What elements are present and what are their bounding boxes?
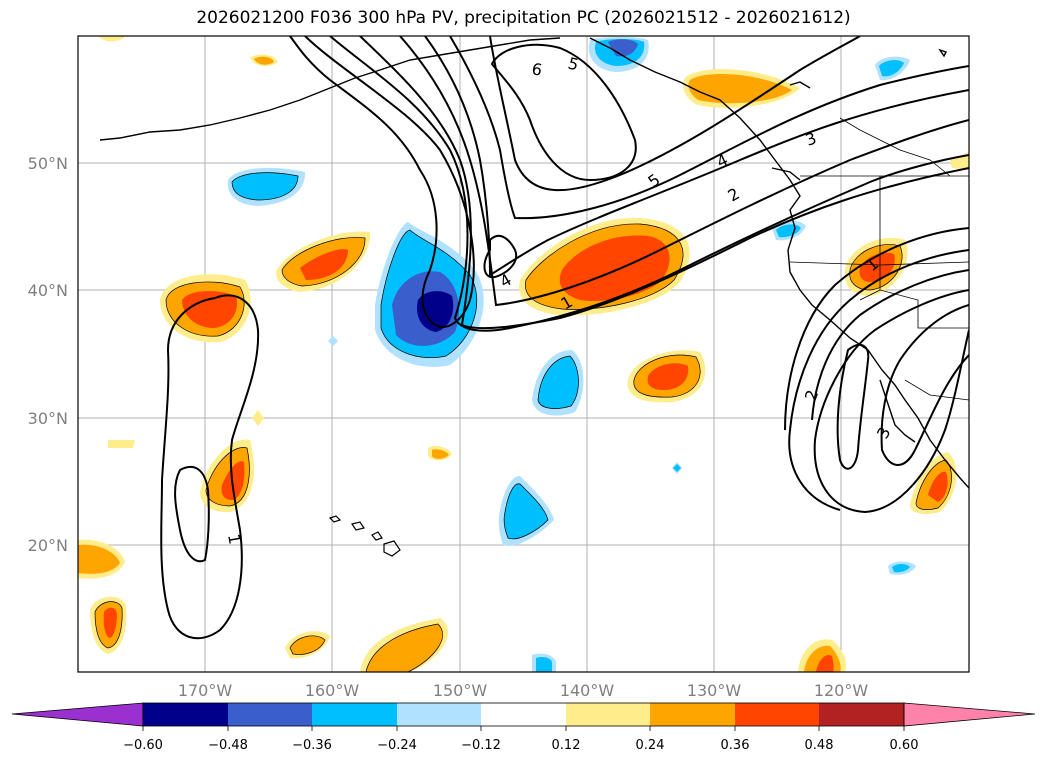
lon-label: 140°W xyxy=(560,681,615,700)
positive-anomaly-patch xyxy=(682,69,800,108)
hawaiian-islands xyxy=(328,515,401,557)
positive-anomaly-patch xyxy=(519,217,690,316)
colorbar: −0.60 −0.48 −0.36 −0.24 −0.12 0.12 0.24 … xyxy=(11,702,1036,753)
colorbar-swatch xyxy=(397,703,481,726)
map-title: 2026021200 F036 300 hPa PV, precipitatio… xyxy=(196,8,851,28)
colorbar-swatch xyxy=(819,703,904,726)
colorbar-tick-label: −0.48 xyxy=(208,738,248,753)
positive-anomaly-patch xyxy=(910,452,957,514)
colorbar-extend-low xyxy=(11,702,144,727)
colorbar-swatch xyxy=(481,703,566,726)
coastlines xyxy=(99,37,969,489)
pv-contours xyxy=(160,36,969,640)
colorbar-swatch xyxy=(228,703,312,726)
lat-label: 40°N xyxy=(28,281,68,300)
colorbar-tick-label: 0.36 xyxy=(721,738,750,753)
colorbar-tick-label: −0.60 xyxy=(123,738,163,753)
positive-anomaly-patch xyxy=(798,639,847,672)
positive-anomaly-patch xyxy=(276,231,371,292)
lon-label: 150°W xyxy=(433,681,488,700)
longitude-labels: 170°W 160°W 150°W 140°W 130°W 120°W xyxy=(178,681,869,700)
colorbar-tick-label: −0.24 xyxy=(377,738,417,753)
negative-anomaly-patch xyxy=(227,167,306,206)
precipitation-shading xyxy=(78,36,969,672)
colorbar-tick-label: 0.12 xyxy=(552,738,581,753)
contour-label: 1 xyxy=(224,532,244,545)
colorbar-swatch xyxy=(735,703,819,726)
contour-label: 5 xyxy=(566,54,581,75)
shading-outlines xyxy=(94,172,952,672)
colorbar-tick-label: 0.24 xyxy=(636,738,665,753)
positive-anomaly-patch xyxy=(98,36,969,461)
map-frame-background xyxy=(78,36,969,672)
lat-label: 30°N xyxy=(28,409,68,428)
lon-label: 130°W xyxy=(687,681,742,700)
lon-label: 170°W xyxy=(178,681,233,700)
lon-label: 120°W xyxy=(814,681,869,700)
map-frame xyxy=(77,35,970,673)
colorbar-tick-label: 0.48 xyxy=(805,738,834,753)
negative-anomaly-patch xyxy=(498,475,554,546)
colorbar-tick-label: −0.36 xyxy=(292,738,332,753)
lon-label: 160°W xyxy=(305,681,360,700)
contour-label: 6 xyxy=(530,59,543,79)
colorbar-swatch xyxy=(143,703,228,726)
colorbar-extend-high xyxy=(903,702,1036,727)
negative-anomaly-patch xyxy=(375,222,484,367)
negative-anomaly-patch xyxy=(532,350,584,416)
positive-anomaly-patch xyxy=(160,274,251,343)
colorbar-swatch xyxy=(566,703,650,726)
latitude-labels: 50°N 40°N 30°N 20°N xyxy=(28,154,68,555)
colorbar-swatch xyxy=(312,703,397,726)
colorbar-swatch xyxy=(650,703,735,726)
colorbar-tick-label: −0.12 xyxy=(461,738,501,753)
lat-label: 50°N xyxy=(28,154,68,173)
lat-label: 20°N xyxy=(28,536,68,555)
negative-anomaly-patch xyxy=(588,37,649,72)
colorbar-tick-label: 0.60 xyxy=(890,738,919,753)
graticule xyxy=(78,36,969,672)
positive-anomaly-patch xyxy=(78,539,125,579)
positive-anomaly-patch xyxy=(360,618,449,672)
